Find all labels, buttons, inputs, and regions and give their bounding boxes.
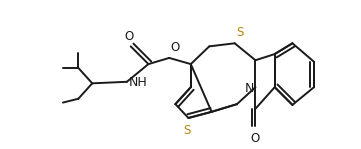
Text: O: O <box>171 41 180 54</box>
Text: O: O <box>251 132 260 145</box>
Text: O: O <box>125 30 134 42</box>
Text: S: S <box>236 26 244 39</box>
Text: NH: NH <box>129 76 148 89</box>
Text: N: N <box>244 82 254 95</box>
Text: S: S <box>183 124 191 137</box>
